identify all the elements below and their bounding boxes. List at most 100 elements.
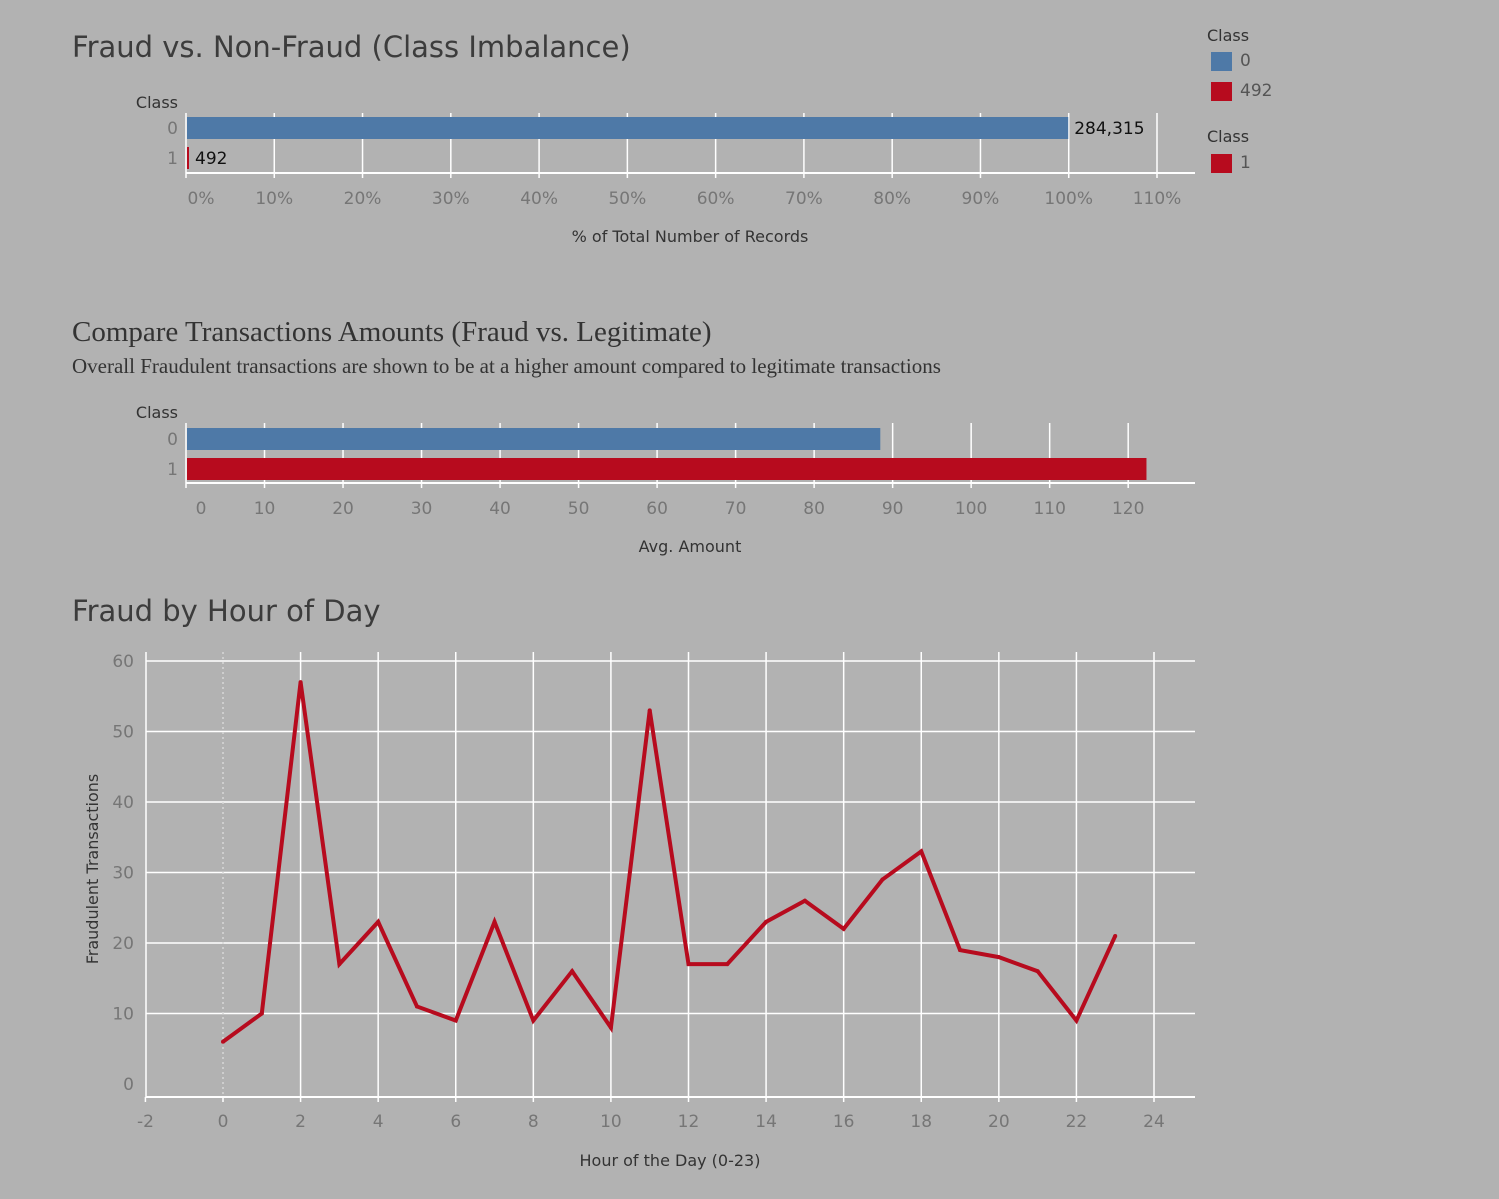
chart2-svg: 0 10 20 30 40 50 60 70 80 90 100 110 120Class01Avg. … — [136, 403, 1195, 556]
data-point — [919, 849, 924, 854]
data-point — [841, 926, 846, 931]
legend-swatch-red — [1211, 81, 1232, 101]
x-tick-label: 4 — [373, 1112, 384, 1132]
x-tick-label: 16 — [833, 1112, 855, 1132]
data-point — [608, 1025, 613, 1030]
data-point — [647, 708, 652, 713]
x-tick-label: 70 — [725, 499, 747, 519]
data-point — [414, 1004, 419, 1009]
data-point — [531, 1018, 536, 1023]
data-point — [1113, 933, 1118, 938]
y-axis-title: Class — [136, 93, 178, 112]
x-tick-label: 100% — [1044, 189, 1093, 209]
x-tick-label: 110% — [1133, 189, 1182, 209]
chart3-title: Fraud by Hour of Day — [72, 594, 381, 628]
bar — [187, 147, 189, 169]
x-axis-title: % of Total Number of Records — [572, 227, 809, 246]
y-tick-label: 60 — [112, 652, 134, 672]
x-tick-label: 90 — [882, 499, 904, 519]
y-category-label: 0 — [167, 119, 178, 139]
y-axis-title: Fraudulent Transactions — [83, 774, 102, 965]
data-point — [337, 962, 342, 967]
y-category-label: 0 — [167, 430, 178, 450]
data-point — [880, 877, 885, 882]
data-point — [1035, 969, 1040, 974]
data-point — [570, 969, 575, 974]
x-tick-label: 80% — [873, 189, 911, 209]
y-tick-label: 50 — [112, 723, 134, 743]
x-axis-title: Avg. Amount — [639, 537, 742, 556]
bar-data-label: 284,315 — [1074, 119, 1144, 139]
x-tick-label: 0% — [188, 189, 215, 209]
data-point — [686, 962, 691, 967]
data-point — [221, 1039, 225, 1044]
series-line-fraud — [221, 681, 1118, 1044]
x-tick-label: 10 — [600, 1112, 622, 1132]
x-tick-label: 6 — [450, 1112, 461, 1132]
chart2-subtitle: Overall Fraudulent transactions are show… — [72, 354, 941, 378]
data-point — [996, 955, 1001, 960]
x-tick-label: 40% — [520, 189, 558, 209]
y-tick-label: 0 — [123, 1075, 134, 1095]
chart2-title: Compare Transactions Amounts (Fraud vs. … — [72, 316, 712, 348]
x-tick-label: 60 — [646, 499, 668, 519]
legend1-item-0[interactable]: 0 — [1211, 51, 1251, 71]
bar — [187, 117, 1069, 139]
data-point — [453, 1018, 458, 1023]
x-tick-label: 2 — [295, 1112, 306, 1132]
x-tick-label: 14 — [755, 1112, 777, 1132]
y-tick-label: 20 — [112, 934, 134, 954]
x-tick-label: 30% — [432, 189, 470, 209]
legend1-title: Class — [1207, 26, 1250, 45]
bar-data-label: 492 — [195, 149, 227, 169]
chart1-title: Fraud vs. Non-Fraud (Class Imbalance) — [72, 30, 631, 64]
x-tick-label: 10% — [255, 189, 293, 209]
x-tick-label: 20 — [332, 499, 354, 519]
x-tick-label: 70% — [785, 189, 823, 209]
x-tick-label: 18 — [910, 1112, 932, 1132]
x-axis-title: Hour of the Day (0-23) — [580, 1151, 761, 1170]
x-tick-label: 10 — [254, 499, 276, 519]
legend-label: 492 — [1240, 81, 1273, 101]
x-tick-label: -2 — [137, 1112, 154, 1132]
data-point — [1074, 1018, 1079, 1023]
x-tick-label: 8 — [528, 1112, 539, 1132]
x-tick-label: 80 — [803, 499, 825, 519]
x-tick-label: 30 — [411, 499, 433, 519]
data-point — [958, 948, 963, 953]
y-category-label: 1 — [167, 460, 178, 480]
x-tick-label: 24 — [1143, 1112, 1165, 1132]
x-tick-label: 120 — [1112, 499, 1144, 519]
legend-label: 1 — [1240, 153, 1251, 173]
x-tick-label: 50% — [608, 189, 646, 209]
x-tick-label: 90% — [962, 189, 1000, 209]
legend2-item-0[interactable]: 1 — [1211, 153, 1251, 173]
x-tick-label: 20 — [988, 1112, 1010, 1132]
x-tick-label: 110 — [1033, 499, 1065, 519]
y-axis-title: Class — [136, 403, 178, 422]
x-tick-label: 0 — [196, 499, 207, 519]
x-tick-label: 0 — [218, 1112, 229, 1132]
data-point — [492, 919, 497, 924]
x-tick-label: 50 — [568, 499, 590, 519]
data-point — [725, 962, 730, 967]
x-tick-label: 22 — [1066, 1112, 1088, 1132]
y-tick-label: 40 — [112, 793, 134, 813]
x-tick-label: 40 — [489, 499, 511, 519]
legend-label: 0 — [1240, 51, 1251, 71]
data-point — [764, 919, 769, 924]
data-point — [298, 680, 303, 685]
bar — [187, 458, 1147, 480]
x-tick-label: 20% — [344, 189, 382, 209]
x-tick-label: 12 — [678, 1112, 700, 1132]
legend2-title: Class — [1207, 127, 1250, 146]
data-point — [259, 1011, 264, 1016]
data-point — [802, 898, 807, 903]
x-tick-label: 60% — [697, 189, 735, 209]
legend-swatch-blue — [1211, 51, 1232, 71]
y-tick-label: 10 — [112, 1005, 134, 1025]
bar — [187, 428, 881, 450]
legend1-item-1[interactable]: 492 — [1211, 81, 1272, 101]
x-tick-label: 100 — [955, 499, 987, 519]
